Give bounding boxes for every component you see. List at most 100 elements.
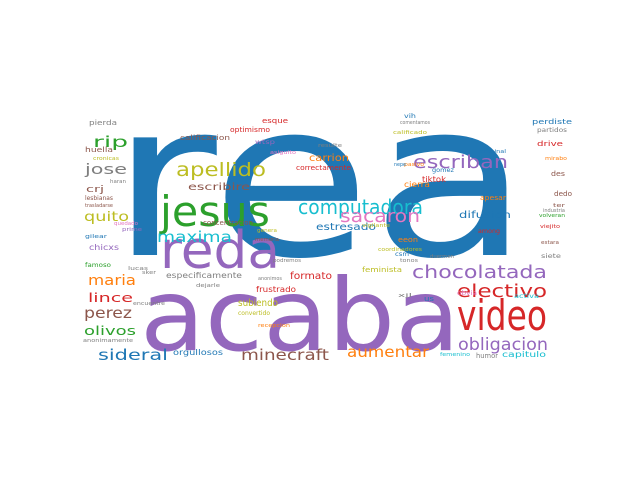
cloud-word: quito	[84, 210, 129, 225]
cloud-word: maxima	[157, 228, 232, 246]
cloud-word: resulte	[318, 143, 342, 149]
cloud-word: escribire	[188, 182, 250, 193]
cloud-word: anonimamente	[83, 338, 133, 344]
cloud-word: activa	[514, 293, 539, 300]
cloud-word: eeon	[398, 236, 418, 244]
cloud-word: siete	[541, 253, 561, 260]
cloud-word: optimismo	[230, 126, 270, 134]
cloud-word: cierra	[404, 180, 430, 189]
cloud-word: carrion	[309, 153, 349, 164]
cloud-word: trasladarse	[85, 203, 113, 209]
cloud-word: genera	[257, 228, 277, 234]
cloud-word: maria	[88, 273, 136, 289]
cloud-word: wtsp	[255, 139, 275, 146]
cloud-word: huella	[85, 146, 113, 154]
cloud-word: subiendo	[238, 298, 278, 309]
cloud-word: tonos	[400, 258, 419, 264]
cloud-word: nepe	[394, 162, 406, 168]
cloud-word: anonimos	[258, 276, 282, 282]
cloud-word: concentracion	[203, 219, 253, 227]
cloud-word: orgullosos	[173, 348, 223, 357]
cloud-word: especificamente	[166, 271, 242, 280]
cloud-word: drive	[537, 140, 563, 148]
cloud-word: coordinadores	[378, 247, 422, 253]
cloud-word: convertido	[238, 310, 270, 317]
cloud-word: computadora	[298, 195, 423, 219]
cloud-word: perez	[84, 304, 132, 322]
cloud-word: rip	[93, 133, 128, 151]
cloud-word: podremos	[273, 258, 301, 264]
cloud-word: lesbianas	[85, 195, 113, 202]
cloud-word: crj	[86, 185, 104, 195]
cloud-word: formato	[290, 271, 332, 282]
cloud-word: escriban	[413, 152, 508, 173]
cloud-word: quedado	[114, 221, 138, 227]
cloud-word: comentamos	[400, 120, 430, 126]
cloud-word: esque	[262, 117, 288, 125]
cloud-word: jesus	[159, 187, 270, 236]
cloud-word: partidos	[537, 127, 567, 134]
cloud-word: apesar	[480, 194, 506, 202]
cloud-word: estresado	[316, 222, 376, 233]
cloud-word: vigilante	[362, 223, 390, 229]
cloud-word: csm	[395, 251, 409, 258]
cloud-word: sideral	[98, 346, 168, 364]
cloud-word: pierda	[89, 119, 117, 127]
cloud-word: chicxs	[89, 243, 119, 252]
cloud-word: asiguito	[270, 150, 296, 156]
cloud-word: pasivo	[404, 162, 424, 168]
cloud-word: encuentre	[133, 301, 165, 307]
cloud-word: haran	[110, 179, 126, 185]
cloud-word: capitulo	[502, 350, 546, 359]
cloud-word: cronicas	[93, 156, 119, 162]
cloud-word: gomez	[432, 167, 454, 174]
cloud-word: industria	[543, 208, 565, 214]
cloud-word: dedo	[554, 190, 572, 198]
cloud-word: frustrado	[256, 285, 296, 294]
cloud-word: duermen	[430, 254, 454, 260]
cloud-word: calificado	[393, 130, 427, 136]
cloud-word: memoria	[255, 237, 279, 243]
cloud-word: feminista	[362, 266, 402, 274]
cloud-word: criminal	[480, 149, 506, 155]
cloud-word: recepcion	[258, 323, 290, 329]
cloud-word: rea	[110, 55, 530, 306]
cloud-word: aumentar	[347, 343, 430, 361]
cloud-word: chocolatada	[412, 262, 547, 283]
cloud-word: minecraft	[241, 346, 329, 364]
cloud-word: des	[551, 170, 565, 178]
cloud-word: olivos	[84, 324, 136, 338]
cloud-word: acaba	[140, 257, 460, 374]
cloud-word: gilear	[85, 234, 108, 240]
cloud-word: femenino	[440, 352, 470, 358]
cloud-word: electivo	[457, 281, 547, 302]
cloud-word: dejarle	[196, 283, 220, 289]
cloud-word: reda	[160, 221, 280, 281]
cloud-word: xjl	[398, 293, 412, 299]
cloud-word: perdiste	[532, 118, 572, 126]
cloud-word: volveran	[539, 213, 565, 219]
cloud-word: difusion	[459, 210, 511, 221]
cloud-word: estara	[541, 240, 559, 246]
cloud-word: ter	[553, 203, 567, 209]
cloud-word: sker	[142, 270, 157, 276]
cloud-word: obligacion	[458, 335, 548, 355]
cloud-word: obvia	[457, 290, 477, 297]
cloud-word: correctamente	[296, 164, 351, 172]
cloud-word: vih	[404, 113, 416, 120]
cloud-word: among	[478, 228, 500, 235]
cloud-word: famoso	[85, 262, 111, 269]
cloud-word: prime	[122, 227, 142, 233]
cloud-word: lucas	[128, 266, 149, 272]
cloud-word: tiktok	[422, 175, 446, 184]
cloud-word: jose	[84, 162, 127, 178]
cloud-word: viejito	[540, 224, 560, 230]
cloud-word: sacaron	[340, 206, 420, 227]
cloud-word: lince	[88, 291, 133, 305]
cloud-word: apellido	[176, 159, 266, 181]
cloud-word: video	[457, 291, 547, 340]
cloud-word: calificacion	[180, 134, 230, 142]
cloud-word: us	[424, 295, 434, 303]
cloud-word: mirabo	[545, 156, 567, 162]
